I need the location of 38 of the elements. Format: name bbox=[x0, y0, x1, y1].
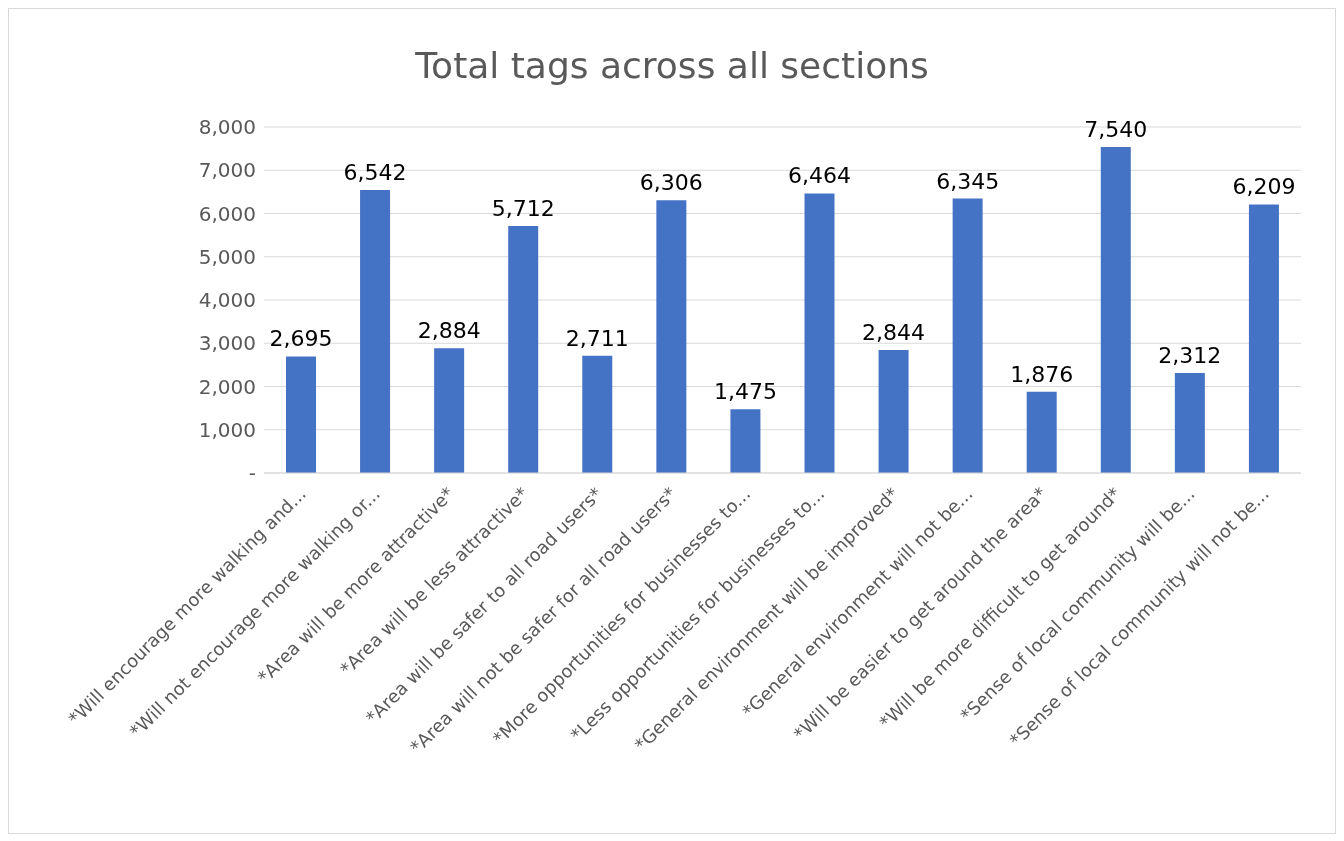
bar bbox=[1026, 391, 1057, 473]
data-label: 2,695 bbox=[269, 326, 333, 352]
y-tick-label: 5,000 bbox=[198, 244, 256, 269]
bar bbox=[508, 225, 539, 473]
data-label: 6,306 bbox=[639, 170, 703, 196]
bar bbox=[878, 350, 909, 473]
y-tick-label: 4,000 bbox=[198, 288, 256, 313]
bar bbox=[952, 198, 983, 473]
bar bbox=[286, 356, 316, 473]
bar bbox=[582, 355, 613, 473]
data-label: 2,711 bbox=[565, 325, 629, 351]
data-label: 2,312 bbox=[1158, 343, 1222, 369]
y-tick-label: - bbox=[248, 461, 256, 486]
bar bbox=[434, 348, 465, 473]
y-tick-label: 2,000 bbox=[198, 374, 256, 399]
y-tick-label: 3,000 bbox=[198, 331, 256, 356]
data-label: 6,542 bbox=[343, 160, 407, 186]
data-label: 6,209 bbox=[1232, 174, 1296, 200]
data-label: 2,844 bbox=[862, 320, 926, 345]
data-label: 1,876 bbox=[1010, 361, 1074, 387]
data-label: 1,475 bbox=[713, 379, 777, 405]
bar bbox=[804, 193, 835, 473]
y-tick-label: 8,000 bbox=[198, 115, 256, 140]
bar bbox=[1174, 373, 1205, 473]
data-label: 7,540 bbox=[1084, 116, 1148, 142]
data-label: 6,464 bbox=[788, 163, 851, 189]
chart-title: Total tags across all sections bbox=[414, 44, 930, 88]
bar bbox=[360, 190, 391, 473]
bar bbox=[1100, 146, 1131, 473]
data-label: 6,345 bbox=[936, 168, 1000, 194]
data-label: 2,884 bbox=[417, 318, 481, 344]
y-tick-label: 6,000 bbox=[198, 201, 256, 226]
y-tick-label: 7,000 bbox=[198, 158, 256, 183]
data-label: 5,712 bbox=[491, 195, 555, 221]
y-tick-label: 1,000 bbox=[198, 417, 256, 442]
bar bbox=[1248, 204, 1279, 473]
bar bbox=[656, 200, 687, 473]
bar bbox=[730, 409, 761, 473]
